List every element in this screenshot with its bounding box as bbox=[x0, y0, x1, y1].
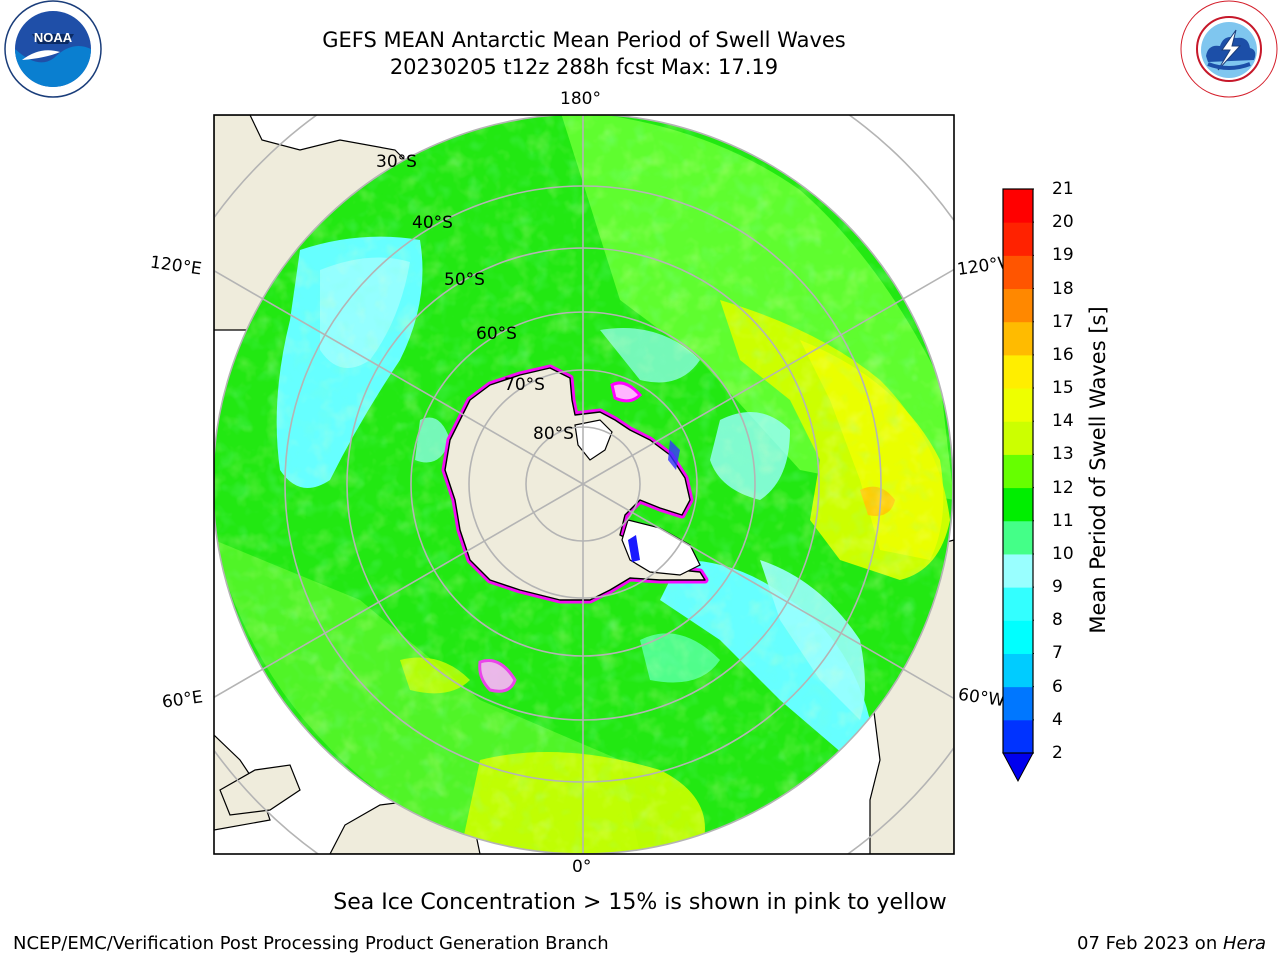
colorbar-bin bbox=[1003, 189, 1033, 223]
colorbar-tick-label: 2 bbox=[1052, 743, 1063, 763]
colorbar-tick-label: 9 bbox=[1052, 577, 1063, 598]
colorbar-label: Mean Period of Swell Waves [s] bbox=[1086, 306, 1110, 634]
colorbar-bin bbox=[1003, 388, 1033, 422]
lat-label-70s: 70°S bbox=[504, 375, 545, 395]
colorbar-frame bbox=[1002, 188, 1034, 754]
footer-host: Hera bbox=[1222, 933, 1266, 954]
colorbar-tick-label: 15 bbox=[1052, 378, 1074, 399]
colorbar-bin bbox=[1003, 520, 1033, 555]
colorbar-tick-label: 20 bbox=[1052, 212, 1074, 233]
colorbar-tick-label: 16 bbox=[1052, 344, 1074, 365]
colorbar-tick-label: 10 bbox=[1052, 543, 1074, 564]
colorbar-bin bbox=[1003, 620, 1033, 654]
lat-label-60s: 60°S bbox=[476, 324, 517, 344]
colorbar-tick-label: 19 bbox=[1052, 245, 1074, 266]
colorbar-tick-label: 4 bbox=[1052, 709, 1063, 730]
lat-label-30s: 30°S bbox=[376, 152, 417, 172]
colorbar-tick-label: 12 bbox=[1052, 477, 1074, 498]
colorbar-bin bbox=[1003, 421, 1033, 455]
colorbar-bin bbox=[1003, 288, 1033, 323]
colorbar-bin bbox=[1003, 653, 1033, 688]
lat-label-50s: 50°S bbox=[444, 270, 485, 290]
colorbar-bin bbox=[1003, 553, 1033, 588]
colorbar-bin bbox=[1003, 255, 1033, 290]
colorbar-tick-label: 6 bbox=[1052, 676, 1063, 697]
colorbar-bin bbox=[1003, 354, 1033, 389]
lon-label-0: 0° bbox=[572, 857, 592, 877]
colorbar-bin bbox=[1003, 719, 1033, 754]
chart-title: GEFS MEAN Antarctic Mean Period of Swell… bbox=[322, 28, 846, 52]
colorbar-bin bbox=[1003, 454, 1033, 489]
chart-subtitle: 20230205 t12z 288h fcst Max: 17.19 bbox=[389, 55, 779, 79]
svg-text:NOAA: NOAA bbox=[34, 30, 73, 45]
colorbar-tick-label: 8 bbox=[1052, 610, 1063, 631]
colorbar-tick-label: 17 bbox=[1052, 311, 1074, 332]
colorbar-extend-arrow bbox=[1002, 752, 1034, 783]
colorbar-tick-label: 14 bbox=[1052, 411, 1074, 432]
colorbar-tick-label: 13 bbox=[1052, 444, 1074, 465]
footer-on-text: on bbox=[1189, 933, 1223, 954]
colorbar-bin bbox=[1003, 321, 1033, 356]
nws-logo bbox=[1180, 0, 1278, 98]
colorbar-tick-label: 18 bbox=[1052, 278, 1074, 299]
sea-ice-note: Sea Ice Concentration > 15% is shown in … bbox=[333, 890, 947, 915]
colorbar-bin bbox=[1003, 222, 1033, 256]
colorbar bbox=[1002, 188, 1034, 783]
footer-date-text: 07 Feb 2023 bbox=[1077, 933, 1190, 954]
lat-label-80s: 80°S bbox=[533, 424, 574, 444]
colorbar-tick-label: 7 bbox=[1052, 643, 1063, 664]
colorbar-bin bbox=[1003, 686, 1033, 721]
antarctica bbox=[441, 364, 709, 604]
map-frame bbox=[213, 114, 955, 855]
lon-label-180: 180° bbox=[560, 89, 601, 109]
footer-date: 07 Feb 2023 on Hera bbox=[1077, 933, 1266, 954]
noaa-logo: NOAA bbox=[4, 0, 102, 98]
colorbar-tick-label: 11 bbox=[1052, 510, 1074, 531]
colorbar-bin bbox=[1003, 587, 1033, 621]
footer-credit: NCEP/EMC/Verification Post Processing Pr… bbox=[13, 933, 609, 954]
colorbar-bin bbox=[1003, 487, 1033, 522]
colorbar-tick-label: 21 bbox=[1052, 179, 1074, 199]
lat-label-40s: 40°S bbox=[412, 213, 453, 233]
